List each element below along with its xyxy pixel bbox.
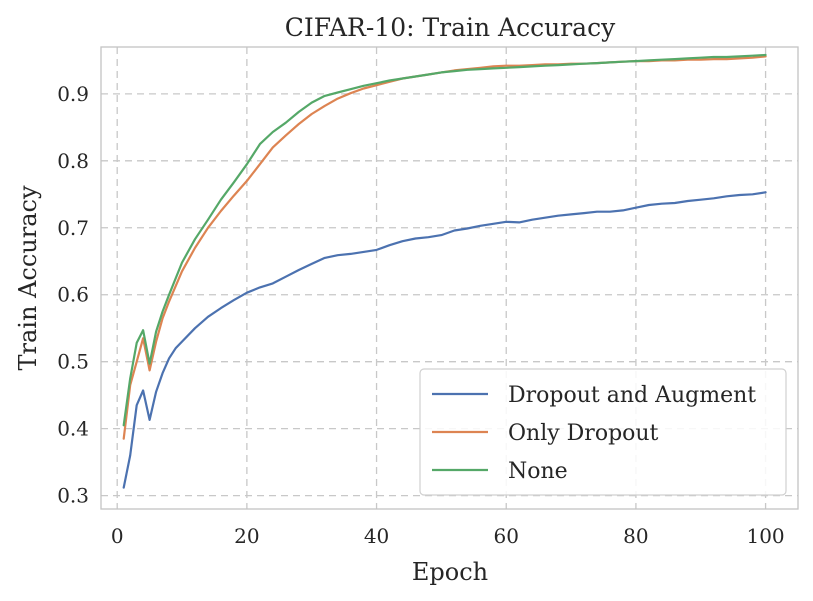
legend-label: None [508,459,568,484]
plot-area-frame [100,46,799,510]
x-tick-label: 60 [494,524,519,548]
y-tick-label: 0.8 [57,149,89,173]
x-tick-label: 100 [746,524,784,548]
x-tick-label: 40 [364,524,389,548]
legend-label: Only Dropout [508,421,659,446]
y-tick-label: 0.5 [57,350,89,374]
y-tick-label: 0.4 [57,417,89,441]
y-tick-label: 0.9 [57,82,89,106]
chart-title: CIFAR-10: Train Accuracy [285,13,616,42]
y-tick-label: 0.6 [57,283,89,307]
series-line-1 [122,191,767,489]
legend-box [419,368,787,496]
x-tick-label: 20 [234,524,259,548]
y-axis-ticks: 0.3 0.4 0.5 0.6 0.7 0.8 0.9 [57,82,89,508]
grid-lines [101,47,798,509]
x-axis-ticks: 0 20 40 60 80 100 [111,524,785,548]
legend: Dropout and Augment Only Dropout None [419,368,787,496]
y-axis-label: Train Accuracy [14,185,42,370]
legend-label: Dropout and Augment [508,383,756,408]
x-axis-label: Epoch [412,558,488,586]
x-tick-label: 80 [623,524,648,548]
y-tick-label: 0.3 [57,484,89,508]
series-lines [122,53,767,489]
series-line-3 [122,53,767,427]
x-tick-label: 0 [111,524,124,548]
y-tick-label: 0.7 [57,216,89,240]
